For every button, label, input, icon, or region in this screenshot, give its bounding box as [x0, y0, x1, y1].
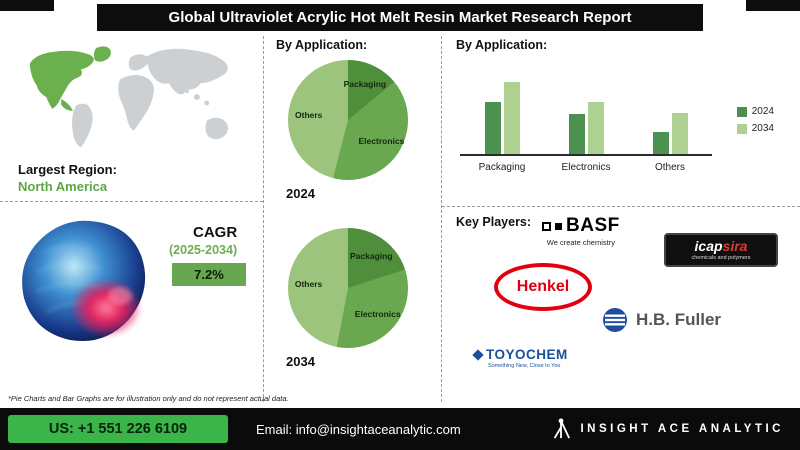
henkel-wordmark: Henkel [516, 278, 570, 295]
bar-chart-category-axis: Packaging Electronics Others [460, 162, 712, 173]
toyochem-tagline: Something New, Close to You [488, 363, 561, 369]
largest-region-label: Largest Region: [18, 162, 117, 177]
bar-category-label-others: Others [654, 162, 685, 173]
header-corner-accent-right [746, 0, 800, 11]
map-australia [205, 117, 228, 140]
pie-slice-label-others: Others [294, 279, 323, 290]
cagr-value-badge: 7.2% [172, 263, 246, 286]
logo-hb-fuller: H.B. Fuller [602, 307, 721, 333]
map-africa [118, 74, 154, 131]
map-south-america [72, 103, 93, 148]
bar-group-others [652, 64, 688, 154]
cagr-period: (2025-2034) [169, 243, 238, 257]
header-corner-accent-left [0, 0, 54, 11]
logo-henkel: Henkel [494, 263, 592, 311]
insight-ace-logo-icon [554, 418, 571, 439]
pie-slice-label-electronics: Electronics [354, 309, 401, 320]
bar-2024-others [652, 131, 669, 154]
basf-square-outline-icon [542, 221, 551, 231]
pie-slice-label-others: Others [295, 110, 323, 121]
bar-2024-electronics [568, 114, 585, 154]
bar-group-electronics [568, 64, 604, 154]
toyochem-wordmark: TOYOCHEM [486, 347, 568, 362]
legend-swatch-2024 [736, 106, 747, 117]
bar-2034-packaging [503, 82, 520, 154]
left-dashed-divider [0, 201, 263, 202]
largest-region-value: North America [18, 179, 108, 194]
world-map [29, 46, 228, 148]
pie-slice-label-packaging: Packaging [350, 250, 393, 261]
logo-toyochem: TOYOCHEM Something New, Close to You [472, 347, 568, 369]
brand-name: INSIGHT ACE ANALYTIC [580, 423, 784, 435]
pie-slice-label-packaging: Packaging [343, 79, 387, 90]
brand-lockup: INSIGHT ACE ANALYTIC [551, 416, 784, 442]
pie-charts-section: By Application: Packaging Electronics Othe… [263, 36, 442, 402]
icapsira-wordmark-a: icap [694, 238, 723, 254]
legend-item-2024: 2024 [736, 106, 774, 117]
toyochem-diamond-icon [472, 348, 484, 361]
pie-chart-2034: Packaging Electronics Others [288, 228, 408, 348]
pie-year-label-2024: 2024 [286, 186, 315, 201]
right-dashed-divider [442, 206, 800, 207]
microscopy-image [22, 220, 146, 342]
footer-bar: US: +1 551 226 6109 Email: info@insighta… [0, 408, 800, 450]
icapsira-wordmark-b: sira [722, 238, 748, 254]
report-title-bar: Global Ultraviolet Acrylic Hot Melt Resi… [97, 4, 703, 31]
pie-slice-label-electronics: Electronics [358, 136, 405, 147]
bar-2024-packaging [484, 101, 501, 154]
basf-square-solid-icon [555, 222, 562, 230]
phone-contact-badge: US: +1 551 226 6109 [8, 415, 228, 443]
bar-2034-others [671, 112, 688, 154]
bar-group-packaging [484, 64, 520, 154]
legend-swatch-2034 [736, 123, 747, 134]
cagr-label: CAGR [193, 224, 238, 241]
report-title: Global Ultraviolet Acrylic Hot Melt Resi… [168, 9, 632, 26]
bar-chart-section: By Application: Packaging Electronics Othe… [442, 36, 800, 206]
legend-item-2034: 2034 [736, 123, 774, 134]
key-players-section: Key Players: BASF We create chemistry ic… [442, 207, 800, 399]
map-europe [128, 54, 150, 71]
hb-fuller-wordmark: H.B. Fuller [636, 310, 722, 329]
bar-category-label-electronics: Electronics [561, 162, 611, 173]
map-greenland [93, 46, 111, 62]
bar-2034-electronics [587, 101, 604, 154]
key-players-title: Key Players: [456, 215, 532, 229]
pie-chart-2024: Packaging Electronics Others [288, 60, 408, 180]
disclaimer-footnote: *Pie Charts and Bar Graphs are for illus… [8, 394, 289, 403]
logo-basf: BASF We create chemistry [542, 215, 620, 247]
hb-fuller-globe-icon [603, 308, 627, 332]
map-asia [147, 48, 228, 95]
map-north-america-highlight [29, 50, 94, 109]
basf-tagline: We create chemistry [546, 238, 615, 247]
map-central-america [61, 99, 73, 111]
icapsira-tagline: chemicals and polymers [691, 255, 751, 261]
email-contact: Email: info@insightaceanalytic.com [256, 421, 461, 437]
pie-section-title: By Application: [276, 38, 368, 52]
bar-section-title: By Application: [456, 38, 548, 52]
pie-year-label-2034: 2034 [286, 354, 315, 369]
bar-category-label-packaging: Packaging [478, 162, 526, 173]
logo-icapsira: icapsira chemicals and polymers [664, 233, 778, 267]
basf-wordmark: BASF [566, 215, 620, 236]
bar-chart-plot [460, 64, 712, 156]
bar-chart-legend: 2024 2034 [736, 106, 774, 134]
